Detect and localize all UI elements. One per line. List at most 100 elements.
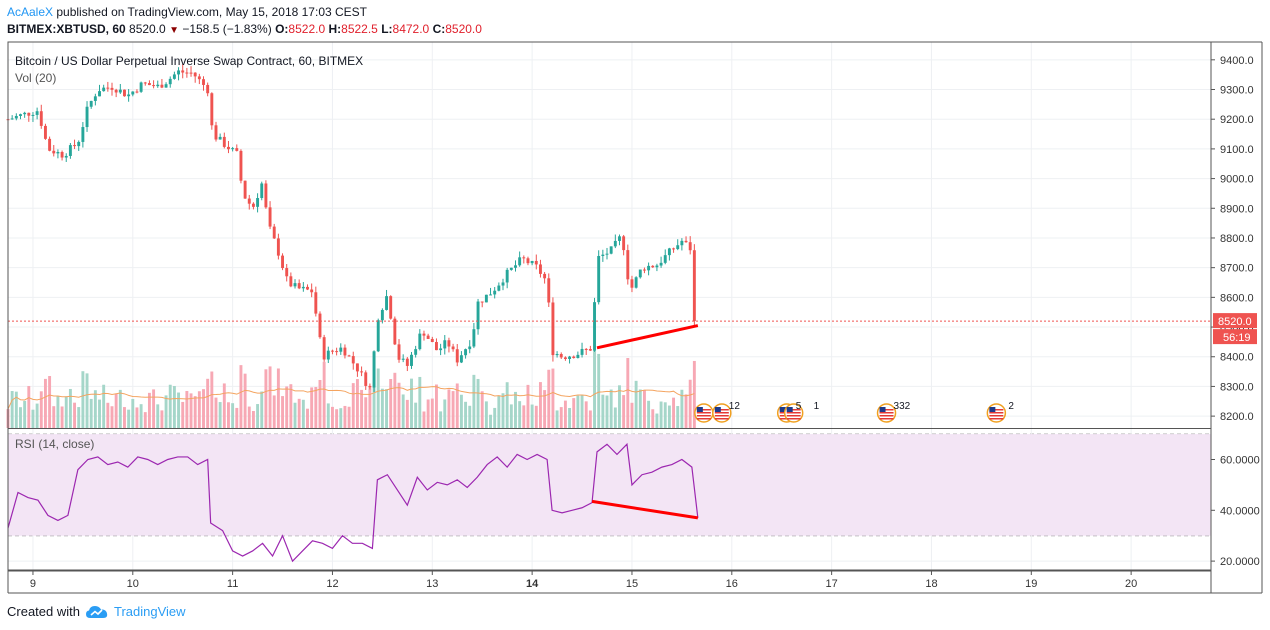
volume-bar — [684, 394, 688, 428]
tradingview-logo[interactable]: TradingView — [85, 604, 186, 619]
price-axis[interactable]: 8200.08300.08400.08500.08600.08700.08800… — [1211, 55, 1254, 423]
symbol-label: BITMEX:XBTUSD, 60 — [7, 22, 126, 36]
volume-bar — [222, 383, 226, 428]
candle-body — [156, 84, 160, 87]
candle-body — [322, 337, 326, 360]
candle-body — [351, 356, 355, 364]
volume-bar — [514, 391, 517, 428]
volume-bar — [272, 395, 276, 428]
countdown-text: 56:19 — [1223, 332, 1251, 344]
volume-bar — [343, 405, 347, 428]
event-count-label: 12 — [729, 401, 741, 412]
candle-body — [106, 87, 110, 89]
volume-bar — [218, 402, 222, 428]
volume-bar — [464, 401, 468, 428]
volume-bar — [251, 410, 255, 428]
volume-bar — [393, 372, 397, 428]
event-count-label: 5 — [796, 401, 802, 412]
volume-bar — [264, 369, 268, 428]
volume-bar — [647, 400, 651, 428]
volume-bar — [360, 389, 364, 428]
volume-bar — [497, 396, 501, 428]
candles — [6, 64, 696, 392]
volume-bar — [68, 388, 72, 428]
symbol-ohlc-line: BITMEX:XBTUSD, 60 8520.0 ▼ −158.5 (−1.83… — [7, 22, 482, 36]
candle-body — [31, 114, 35, 116]
candle-body — [414, 349, 418, 355]
candle-body — [98, 91, 101, 97]
candle-body — [85, 106, 89, 128]
volume-bar — [389, 379, 393, 428]
volume-bar — [52, 406, 56, 428]
volume-bar — [672, 397, 676, 428]
price-tag-bg — [1213, 313, 1257, 329]
author-link[interactable]: AcAaleX — [7, 5, 54, 19]
candle-body — [597, 255, 601, 303]
volume-bar — [27, 386, 31, 428]
time-tick-label: 13 — [426, 578, 438, 590]
volume-bar — [580, 394, 584, 428]
volume-bar — [281, 396, 284, 428]
close-value: 8520.0 — [445, 22, 482, 36]
volume-bar — [81, 371, 85, 428]
volume-bar — [268, 366, 272, 428]
us-flag-icon — [694, 403, 714, 423]
candle-body — [609, 246, 613, 254]
volume-bar — [306, 408, 309, 428]
candle-body — [172, 74, 176, 79]
economic-events: 12 5 1 332 2 — [694, 401, 1014, 423]
candle-body — [601, 254, 605, 256]
candle-body — [160, 84, 164, 88]
candle-body — [268, 207, 272, 227]
candle-body — [202, 79, 205, 85]
candle-body — [256, 198, 260, 207]
candle-body — [152, 85, 156, 87]
event-count-label: 2 — [1008, 401, 1014, 412]
rsi-divergence-line[interactable] — [591, 499, 699, 520]
rsi-axis[interactable]: 20.0000 40.0000 60.0000 — [1211, 454, 1260, 568]
volume-bar — [197, 391, 201, 428]
candle-body — [584, 348, 588, 350]
candle-body — [343, 347, 347, 356]
down-arrow-icon: ▼ — [169, 25, 179, 36]
candle-body — [272, 226, 276, 239]
volume-bar — [355, 379, 359, 428]
volume-bar — [202, 389, 205, 428]
candle-body — [688, 242, 692, 251]
publish-text: published on TradingView.com, May 15, 20… — [53, 5, 367, 19]
candle-body — [335, 351, 339, 353]
candle-body — [405, 358, 409, 366]
candle-body — [663, 255, 667, 263]
candle-body — [593, 302, 596, 351]
volume-bar — [568, 407, 572, 428]
volume-bar — [534, 405, 538, 428]
volume-bar — [680, 389, 684, 428]
cloud-icon — [85, 605, 108, 618]
pane-title: Bitcoin / US Dollar Perpetual Inverse Sw… — [15, 54, 363, 68]
volume-ma-line — [7, 386, 695, 410]
price-change: −158.5 (−1.83%) — [182, 22, 272, 36]
candle-body — [434, 342, 438, 351]
candle-body — [227, 146, 230, 150]
price-tick-label: 8900.0 — [1220, 203, 1254, 215]
volume-bar — [339, 408, 343, 428]
candle-body — [197, 76, 201, 80]
candle-body — [418, 333, 422, 350]
time-tick-label: 18 — [925, 578, 937, 590]
volume-bar — [642, 390, 646, 428]
rsi-tick-label: 60.0000 — [1220, 454, 1260, 466]
price-tick-label: 8700.0 — [1220, 263, 1254, 275]
volume-bar — [123, 407, 126, 428]
candle-body — [14, 115, 18, 119]
volume-bar — [93, 390, 97, 428]
candle-body — [310, 289, 314, 293]
volume-bar — [638, 389, 642, 428]
candle-body — [231, 148, 235, 150]
price-tick-label: 9300.0 — [1220, 85, 1254, 97]
price-divergence-line[interactable] — [596, 324, 699, 350]
candle-body — [518, 257, 522, 266]
time-axis[interactable]: 9 10 11 12 13 14 15 16 17 18 19 20 — [30, 571, 1137, 590]
candle-body — [276, 238, 280, 256]
candle-body — [306, 286, 309, 290]
